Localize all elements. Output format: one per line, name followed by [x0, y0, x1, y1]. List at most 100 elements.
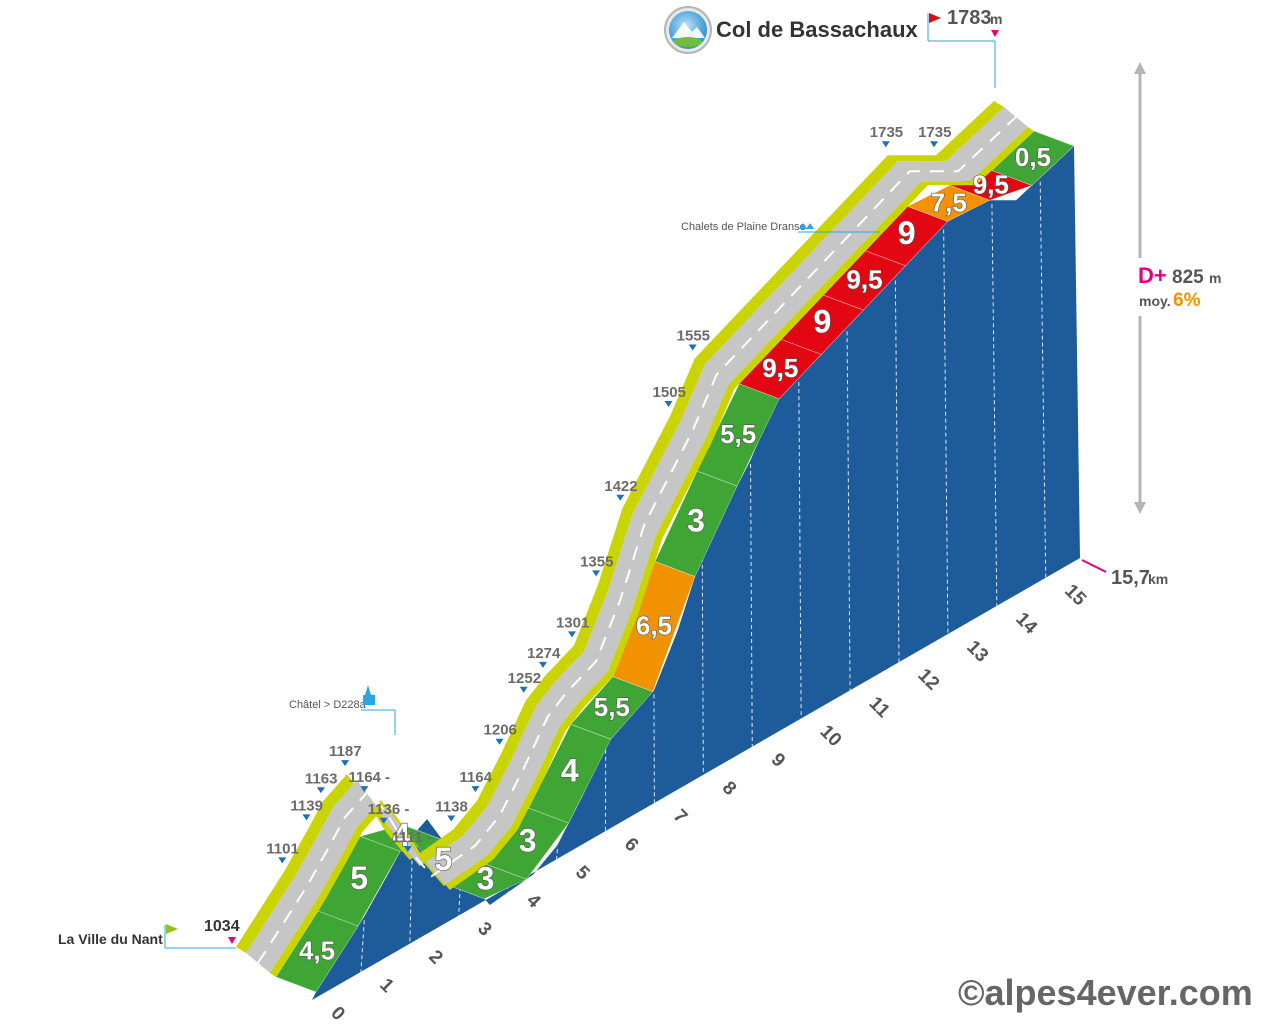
altitude-label: 1136 -: [368, 801, 410, 818]
altitude-marker-triangle: [447, 815, 456, 822]
km-tick-label: 7: [669, 806, 691, 828]
altitude-marker-triangle: [616, 494, 625, 501]
km-tick-label: 13: [962, 637, 992, 667]
km-tick-label: 9: [767, 749, 789, 771]
altitude-label: 1164: [459, 769, 492, 786]
km-tick-label: 12: [913, 665, 943, 695]
summit-marker-triangle: [991, 30, 999, 37]
altitude-label: 1355: [580, 553, 613, 570]
altitude-marker-triangle: [688, 344, 697, 351]
start-marker: La Ville du Nant 1034: [58, 918, 240, 949]
gradient-label: 3: [477, 860, 495, 896]
place-chatel: Châtel > D228a: [289, 685, 396, 735]
gradient-label: 5: [434, 841, 452, 877]
altitude-label: 1164 -: [348, 769, 390, 786]
km-divider: [360, 920, 365, 972]
church-icon: [363, 685, 375, 705]
blue-wall-area: [312, 146, 1080, 1000]
km-tick-label: 10: [816, 721, 846, 751]
altitude-marker-triangle: [302, 814, 311, 821]
km-tick-label: 14: [1011, 609, 1041, 639]
altitude-marker-triangle: [519, 686, 528, 693]
dplus-value: 825: [1172, 267, 1204, 288]
place-chatel-label: Châtel > D228a: [289, 699, 367, 711]
altitude-label: 1138: [435, 799, 468, 816]
dplus-label: D+: [1138, 263, 1167, 288]
road-edge-near: [236, 101, 1004, 953]
arrow-down-icon: [1134, 502, 1146, 514]
alpes4ever-logo-icon: [664, 6, 712, 54]
summit-altitude: 1783: [947, 7, 992, 29]
km-divider: [1039, 181, 1047, 578]
altitude-label: 1101: [266, 840, 299, 857]
summit-flag-icon: [929, 13, 941, 23]
distance-unit: km: [1148, 571, 1168, 587]
km-divider: [507, 887, 510, 896]
km-tick-label: 1: [375, 975, 398, 998]
gradient-label: 5,5: [720, 419, 756, 449]
km-tick-label: 8: [718, 777, 740, 799]
start-marker-triangle: [228, 937, 236, 944]
altitude-label: 1163: [305, 770, 338, 787]
altitude-marker-triangle: [278, 857, 287, 864]
km-divider: [894, 280, 900, 663]
start-flag-icon: [166, 924, 178, 934]
km-tick-label: 3: [473, 918, 495, 940]
arrow-up-icon: [1134, 62, 1146, 74]
distance-value: 15,7: [1111, 567, 1150, 589]
km-divider: [750, 463, 753, 747]
place-chalets: Chalets de Plaine Dranse: [681, 221, 880, 233]
gradient-label: 4,5: [299, 935, 335, 965]
gradient-label: 0,5: [1015, 142, 1051, 172]
altitude-label: 1252: [508, 670, 541, 687]
title-block: Col de Bassachaux 1783 m: [664, 6, 1002, 88]
climb-title: Col de Bassachaux: [716, 17, 919, 42]
altitude-marker-triangle: [360, 786, 369, 793]
gradient-label: 4: [561, 753, 579, 789]
altitude-marker-triangle: [495, 738, 504, 745]
altitude-label: 1735: [918, 124, 951, 141]
chalet-icon: [799, 223, 814, 229]
altitude-marker-triangle: [930, 141, 939, 148]
elevation-stats: D+ 825 m moy. 6% 15,7 km: [1081, 62, 1232, 589]
road-edge-far: [270, 127, 1034, 977]
road-centre-line: [257, 116, 1017, 964]
km-divider: [846, 331, 851, 691]
altitude-marker-triangle: [538, 661, 547, 668]
gradient-label: 9,5: [762, 353, 798, 383]
km-divider: [943, 229, 949, 635]
altitude-marker-triangle: [592, 570, 601, 577]
km-divider: [701, 557, 704, 775]
start-name: La Ville du Nant: [58, 931, 163, 947]
altitude-marker-triangle: [567, 631, 576, 638]
gradient-segments: [275, 130, 1075, 993]
gradient-label: 3: [687, 503, 705, 539]
altitude-label: 1206: [484, 722, 517, 739]
dplus-unit: m: [1209, 270, 1221, 286]
gradient-label: 9: [813, 304, 831, 340]
altitude-marker-triangle: [403, 846, 412, 853]
km-divider: [991, 204, 998, 606]
altitude-marker-triangle: [379, 817, 388, 824]
altitude-label: 1301: [556, 614, 589, 631]
gradient-label: 9: [898, 215, 916, 251]
gradient-label: 9,5: [973, 169, 1009, 199]
km-divider: [798, 382, 802, 719]
gradient-label: 5,5: [594, 692, 630, 722]
gradient-label: 3: [519, 823, 537, 859]
km-tick-label: 0: [326, 1003, 348, 1024]
start-altitude: 1034: [204, 918, 240, 935]
altitude-label: 1187: [329, 743, 362, 760]
avg-label: moy.: [1139, 293, 1171, 309]
place-chalets-label: Chalets de Plaine Dranse: [681, 221, 806, 233]
gradient-label: 7,5: [931, 187, 967, 217]
km-divider: [556, 849, 558, 860]
gradient-label: 9,5: [846, 264, 882, 294]
km-tick-label: 11: [865, 693, 894, 722]
gradient-label: 4: [392, 817, 410, 853]
altitude-marker-triangle: [316, 787, 325, 794]
altitude-label: 1555: [677, 328, 710, 345]
avg-value: 6%: [1173, 290, 1201, 311]
